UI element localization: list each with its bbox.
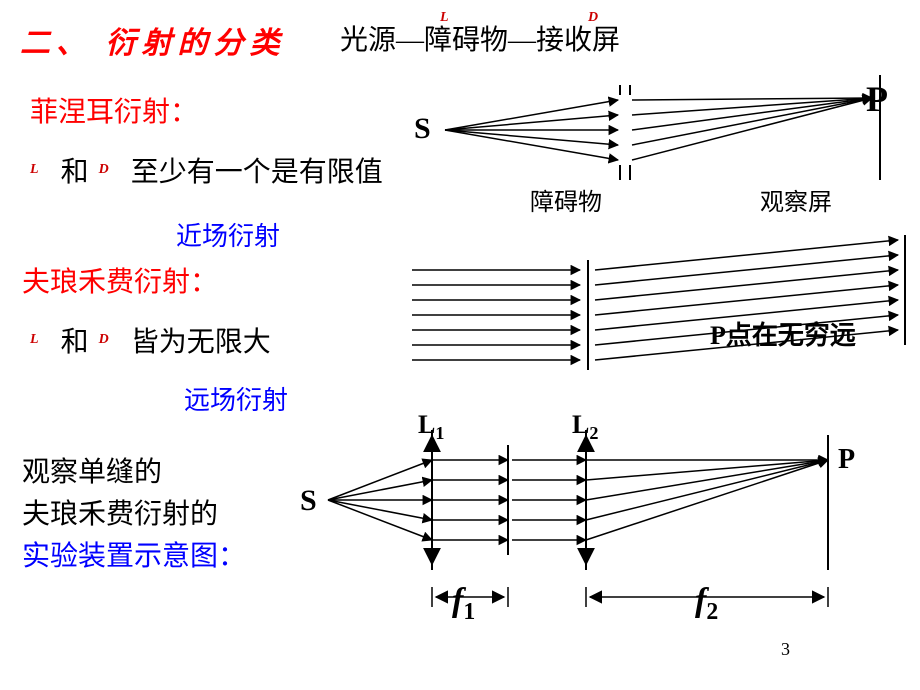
diagrams-svg [0, 0, 920, 690]
